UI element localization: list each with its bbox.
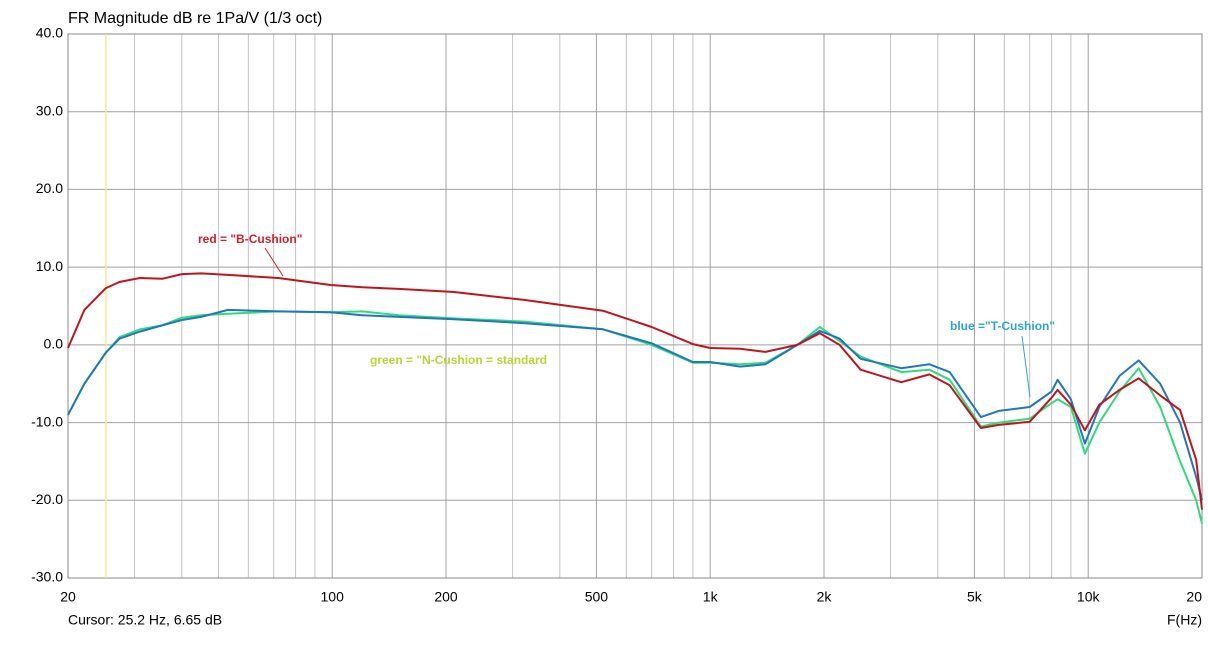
y-tick-label: 30.0 <box>36 102 63 118</box>
annotation: green = "N-Cushion = standard <box>370 353 547 367</box>
x-tick-label: 10k <box>1077 589 1101 605</box>
y-tick-label: -30.0 <box>31 569 63 585</box>
y-tick-label: -20.0 <box>31 491 63 507</box>
x-tick-label: 2k <box>817 589 833 605</box>
annotation-leader <box>264 247 284 277</box>
y-tick-label: -10.0 <box>31 413 63 429</box>
series-line <box>67 308 1203 501</box>
x-tick-label: 500 <box>585 589 609 605</box>
annotation-leader <box>1021 335 1031 398</box>
x-tick-label: 200 <box>434 589 458 605</box>
x-tick-label: 20 <box>1186 589 1202 605</box>
x-tick-label: 5k <box>967 589 983 605</box>
series-line <box>67 272 1203 510</box>
y-tick-label: 10.0 <box>36 258 63 274</box>
cursor-readout: Cursor: 25.2 Hz, 6.65 dB <box>68 612 222 628</box>
chart-title: FR Magnitude dB re 1Pa/V (1/3 oct) <box>68 10 322 27</box>
x-tick-label: 20 <box>60 589 76 605</box>
plot-frame <box>67 33 1203 579</box>
x-axis-label: F(Hz) <box>1167 612 1202 628</box>
annotation: red = "B-Cushion" <box>198 232 302 246</box>
y-tick-label: 0.0 <box>44 336 64 352</box>
annotation: blue ="T-Cushion" <box>950 319 1055 333</box>
x-tick-label: 100 <box>321 589 345 605</box>
x-tick-label: 1k <box>703 589 719 605</box>
y-tick-label: 40.0 <box>36 25 63 41</box>
y-tick-label: 20.0 <box>36 180 63 196</box>
